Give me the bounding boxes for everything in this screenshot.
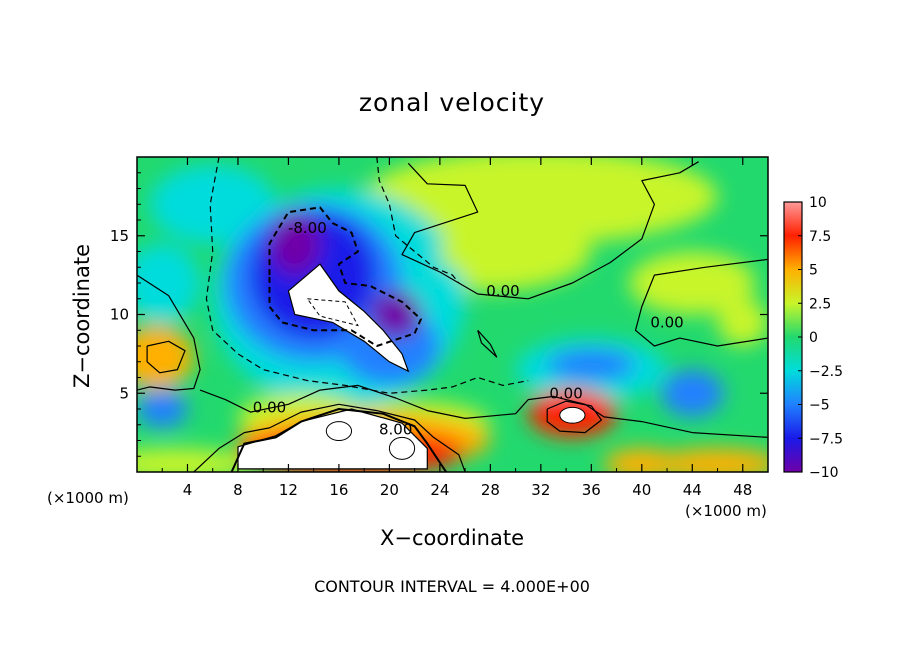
contour-lines: -8.00 0.00 0.00 0.00 0.00 8.00 [137,157,768,472]
chart-title: zonal velocity [358,88,546,117]
x-tick-label: 16 [329,481,348,499]
contour-line-small [477,329,498,358]
contour-label: -8.00 [288,219,327,237]
x-tick-label: 28 [481,481,500,499]
x-tick-label: 8 [233,481,243,499]
contour-label: 0.00 [549,384,582,402]
x-tick-label: 44 [683,481,702,499]
field-blob [269,212,320,276]
contour-label: 0.00 [650,313,683,331]
max-core-inner [325,421,353,441]
contour-line-pos4 [146,340,186,374]
y-tick-label: 15 [110,227,129,245]
contour-line-zero [401,161,699,300]
contour-line-zero [137,274,201,391]
min-core [287,263,410,373]
field-blob [547,349,636,381]
contour-line-neg8 [268,206,422,347]
colorbar: 10 7.5 5 2.5 0 −2.5 −5 −7.5 −10 [783,195,843,481]
field-blob [717,298,768,346]
min-core-inner [306,298,359,327]
x-unit-label-right: (×1000 m) [685,502,767,520]
contour-line-pos8 [230,408,448,472]
max-core-inner [388,436,416,460]
field-blob [137,243,201,323]
field-blob [137,390,188,428]
colorbar-tick-label: −10 [809,465,839,481]
x-tick-label: 40 [632,481,651,499]
y-tick-label: 5 [119,384,129,402]
contour-line-neg4 [205,157,529,394]
contour-line-pos4 [193,403,466,472]
colorbar-tick-label: 7.5 [809,229,831,245]
x-tick-label: 48 [733,481,752,499]
field-blob [370,290,421,339]
colorbar-tick-label: −7.5 [809,431,843,447]
field-blob [654,448,768,472]
colorbar-tick-label: 10 [809,195,827,211]
field-blob [660,369,724,417]
contour-line-zero [634,258,768,347]
y-tick-label: 10 [110,306,129,324]
x-tick-label: 24 [430,481,449,499]
max-core-small [559,406,586,424]
contour-line-zero [199,384,768,438]
field-blob [137,325,194,389]
field-blob [137,448,251,472]
x-unit-label-left: (×1000 m) [47,489,129,507]
contour-interval-note: CONTOUR INTERVAL = 4.000E+00 [314,577,590,596]
field-blob [439,227,516,276]
colorbar-tick-label: 2.5 [809,296,831,312]
contour-line-neg4 [376,157,460,284]
colorbar-tick-label: 0 [809,330,818,346]
contour-label: 8.00 [379,420,412,438]
colorbar-tick-label: −5 [809,398,830,414]
x-tick-label: 20 [380,481,399,499]
colorbar-tick-label: −2.5 [809,364,843,380]
contour-label: 0.00 [486,282,519,300]
x-tick-label: 36 [582,481,601,499]
x-axis-label: X−coordinate [380,526,524,550]
x-tick-label: 12 [279,481,298,499]
colorbar-tick-label: 5 [809,263,818,279]
field-blob [149,164,276,244]
field-blob [629,251,756,315]
x-tick-label: 32 [531,481,550,499]
x-tick-label: 4 [183,481,193,499]
field-blob [603,448,680,472]
contour-line-pos4 [546,400,603,434]
contour-label: 0.00 [253,398,286,416]
